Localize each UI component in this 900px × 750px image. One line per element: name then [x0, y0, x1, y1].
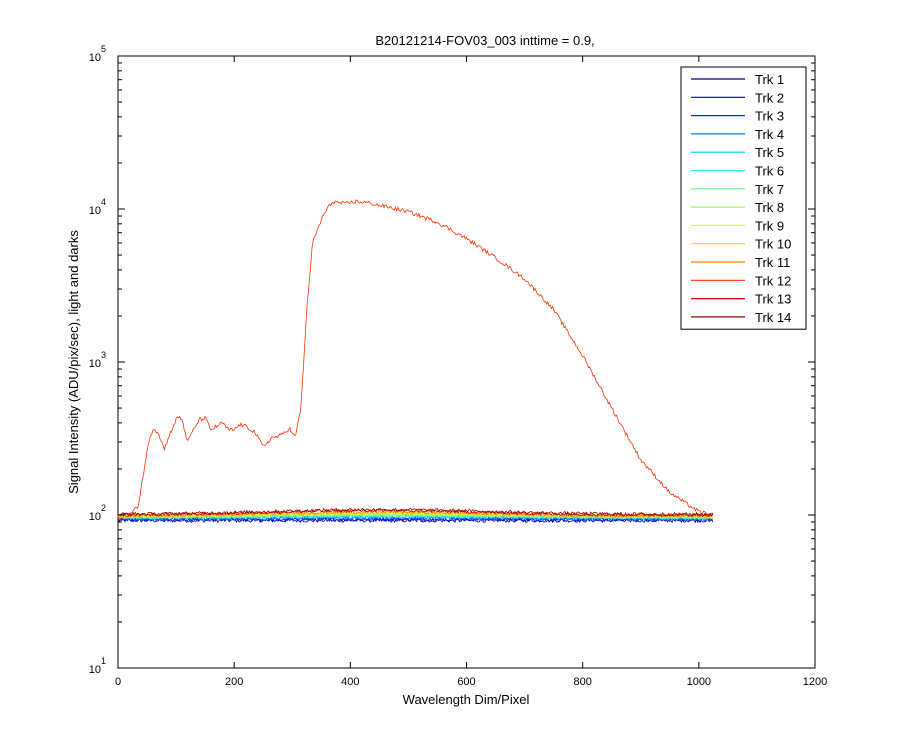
legend-label-7: Trk 7 [755, 182, 784, 197]
legend-label-13: Trk 13 [755, 292, 791, 307]
x-tick-label: 600 [457, 676, 475, 688]
x-tick-label: 800 [573, 676, 591, 688]
y-tick-label: 104 [89, 197, 106, 217]
legend-label-2: Trk 2 [755, 90, 784, 105]
x-axis: 0 200 400 600 800 1000 1200 [115, 56, 827, 688]
x-tick-label: 1200 [803, 676, 827, 688]
y-tick-label: 101 [89, 656, 106, 676]
legend-label-9: Trk 9 [755, 218, 784, 233]
legend-label-12: Trk 12 [755, 273, 791, 288]
y-tick-label: 105 [89, 44, 106, 64]
y-axis-label: Signal Intensity (ADU/pix/sec), light an… [66, 230, 81, 494]
x-tick-label: 400 [341, 676, 359, 688]
legend-label-10: Trk 10 [755, 237, 791, 252]
series-line-13 [117, 508, 714, 518]
x-tick-label: 200 [225, 676, 243, 688]
legend: Trk 1 Trk 2 Trk 3 Trk 4 Trk 5 Trk 6 Trk 7 Trk 8… [680, 66, 807, 330]
y-tick-label: 103 [89, 350, 106, 370]
x-axis-label: Wavelength Dim/Pixel [403, 692, 530, 707]
legend-label-5: Trk 5 [755, 145, 784, 160]
y-tick-label: 102 [89, 503, 106, 523]
series-line-14 [117, 507, 714, 517]
legend-label-11: Trk 11 [755, 255, 790, 270]
legend-label-3: Trk 3 [755, 109, 784, 124]
x-tick-label: 0 [115, 676, 121, 688]
legend-label-8: Trk 8 [755, 200, 784, 215]
x-tick-label: 1000 [687, 676, 711, 688]
series-line-8 [117, 511, 714, 520]
legend-box [680, 66, 807, 330]
series-line-12 [117, 199, 713, 521]
chart-title: B20121214-FOV03_003 inttime = 0.9, [375, 33, 594, 48]
y-axis: 101 102 103 104 105 [89, 44, 815, 676]
legend-label-6: Trk 6 [755, 164, 784, 179]
legend-label-1: Trk 1 [755, 72, 784, 87]
series-line-1 [117, 517, 714, 524]
legend-label-14: Trk 14 [755, 310, 791, 325]
series-layer [117, 199, 714, 524]
legend-label-4: Trk 4 [755, 127, 784, 142]
